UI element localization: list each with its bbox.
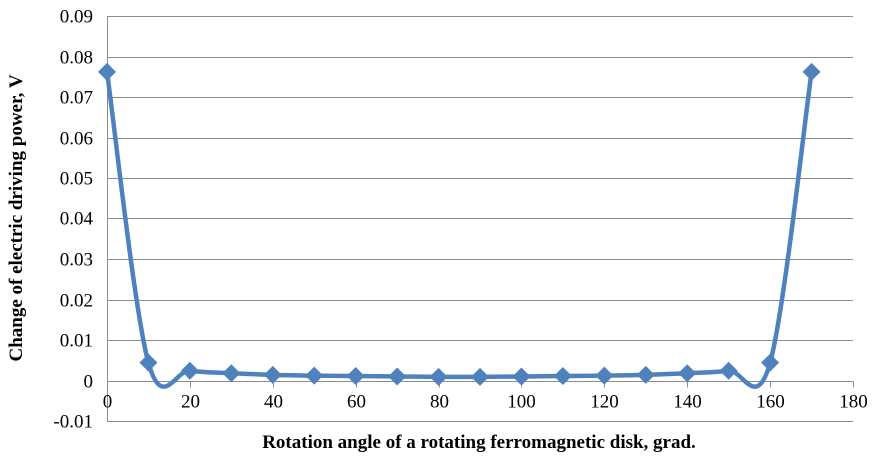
y-tick-label: 0.02: [60, 291, 93, 312]
x-tick-label: 140: [673, 392, 702, 413]
y-tick-label: 0.06: [60, 129, 93, 150]
series: [98, 62, 821, 389]
data-point-marker: [719, 361, 738, 380]
tick-labels: -0.01 0 0.01 0.02 0.03 0.04 0.05 0.06 0.07 0.08 0.…: [53, 7, 867, 433]
y-tick-label: 0.09: [60, 7, 93, 28]
y-tick-label: -0.01: [53, 412, 93, 433]
data-point-marker: [678, 364, 697, 383]
y-tick-label: 0.04: [60, 209, 94, 230]
data-point-marker: [761, 353, 780, 372]
data-point-marker: [553, 367, 572, 386]
x-tick-label: 20: [181, 392, 200, 413]
x-tick-label: 180: [839, 392, 868, 413]
data-point-marker: [222, 364, 241, 383]
series-line: [104, 69, 814, 389]
data-point-marker: [429, 367, 448, 386]
data-point-marker: [388, 367, 407, 386]
x-tick-label: 120: [590, 392, 619, 413]
data-point-marker: [305, 366, 324, 385]
data-point-marker: [98, 62, 116, 81]
data-point-marker: [595, 366, 614, 385]
data-point-marker: [346, 367, 365, 386]
x-tick-label: 0: [103, 392, 113, 413]
data-point-marker: [636, 365, 655, 384]
x-tick-label: 160: [756, 392, 785, 413]
x-tick-label: 80: [430, 392, 449, 413]
data-point-marker: [802, 62, 821, 81]
data-point-marker: [512, 367, 531, 386]
x-tick-label: 60: [347, 392, 366, 413]
y-tick-label: 0.03: [60, 250, 93, 271]
gridlines: [107, 16, 853, 422]
x-axis-title: Rotation angle of a rotating ferromagnet…: [262, 432, 696, 453]
x-tick-label: 100: [507, 392, 536, 413]
data-point-marker: [139, 353, 158, 372]
x-tick-label: 40: [264, 392, 283, 413]
y-tick-label: 0: [84, 372, 94, 393]
data-point-marker: [180, 361, 199, 380]
y-axis-title: Change of electric driving power, V: [6, 74, 27, 361]
data-point-marker: [263, 365, 282, 384]
y-tick-label: 0.07: [60, 88, 93, 109]
y-tick-label: 0.08: [60, 48, 93, 69]
data-point-marker: [471, 367, 489, 386]
y-tick-label: 0.01: [60, 331, 93, 352]
y-tick-label: 0.05: [60, 169, 93, 190]
